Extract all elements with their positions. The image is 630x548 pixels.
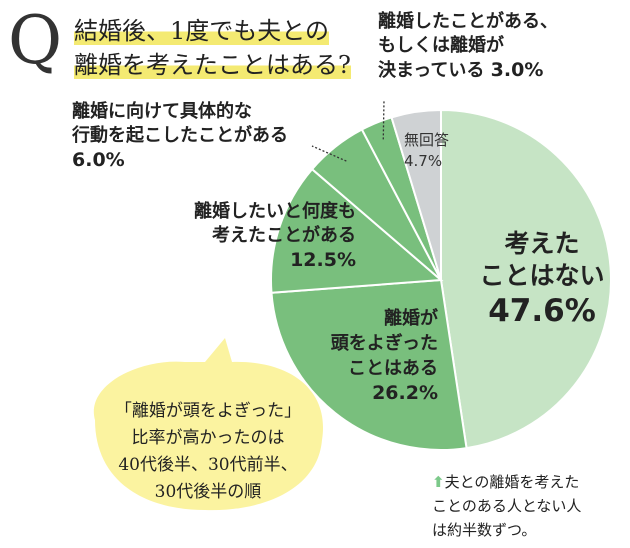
pie-slices [270,108,612,451]
slice-label-crossed-mind-line-3: ことはある [348,358,438,379]
question-text: 結婚後、1度でも夫との 離婚を考えたことはある? [74,14,364,82]
slice-value-no: 47.6% [488,293,596,329]
slice-label-many-times-line-2: 考えたことがある [212,225,356,246]
question-letter: Q [8,2,63,79]
slice-label-no-answer-line-1: 無回答 [404,131,450,149]
bubble-line-2: 比率が高かったのは [131,428,285,448]
footnote-line-1-text: 夫との離婚を考えた [444,473,580,491]
bubble-line-4: 30代後半の順 [154,482,262,502]
bubble-line-3: 40代後半、30代前半、 [118,455,298,475]
slice-label-no: 考えた ことはない 47.6% [462,228,622,330]
slice-crossed-mind [270,278,468,451]
question-line-1: 結婚後、1度でも夫との [74,17,330,45]
slice-label-many-times-line-1: 離婚したいと何度も [194,201,356,222]
slice-label-took-action: 離婚に向けて具体的な 行動を起こしたことがある 6.0% [72,100,332,172]
up-arrow-icon: ⬆ [432,473,445,491]
slice-label-divorced-line-2: もしくは離婚が [378,35,504,56]
slice-value-no-answer: 4.7% [404,152,443,170]
slice-label-took-action-line-2: 行動を起こしたことがある [72,125,288,146]
slice-value-many-times: 12.5% [290,249,356,271]
speech-bubble [93,338,324,511]
slice-label-took-action-line-1: 離婚に向けて具体的な [72,101,252,122]
slice-no-answer [390,108,442,281]
slice-label-crossed-mind-line-1: 離婚が [384,308,438,329]
bubble-line-1: 「離婚が頭をよぎった」 [114,401,302,421]
footnote-line-2: ことのある人とない人 [432,497,582,515]
slice-label-divorced-line-3: 決まっている 3.0% [378,58,628,83]
leader-line-divorced [382,99,385,140]
slice-label-divorced: 離婚したことがある、 もしくは離婚が 決まっている 3.0% [378,10,628,83]
footnote-line-3: は約半数ずつ。 [432,521,537,539]
slice-value-crossed-mind: 26.2% [372,382,438,404]
slice-label-crossed-mind-line-2: 頭をよぎった [330,333,438,354]
question-line-2: 離婚を考えたことはある? [74,51,351,79]
slice-no [440,108,612,450]
slice-value-divorced: 3.0% [490,59,544,81]
bubble-text: 「離婚が頭をよぎった」 比率が高かったのは 40代後半、30代前半、 30代後半… [108,398,308,506]
slice-many-times [270,167,444,294]
footnote-line-1: ⬆夫との離婚を考えた [432,470,622,494]
slice-label-no-answer: 無回答 4.7% [404,130,464,172]
slice-label-divorced-line-1: 離婚したことがある、 [378,11,558,32]
slice-label-crossed-mind: 離婚が 頭をよぎった ことはある 26.2% [318,306,438,406]
slice-label-no-line-2: ことはない [479,261,605,290]
footnote: ⬆夫との離婚を考えた ことのある人とない人 は約半数ずつ。 [432,470,622,542]
leader-lines [311,99,385,162]
slice-value-took-action: 6.0% [72,149,125,171]
slice-label-divorced-line-3-text: 決まっている [378,60,485,81]
slice-label-no-line-1: 考えた [504,229,580,258]
slice-label-many-times: 離婚したいと何度も 考えたことがある 12.5% [170,200,356,272]
